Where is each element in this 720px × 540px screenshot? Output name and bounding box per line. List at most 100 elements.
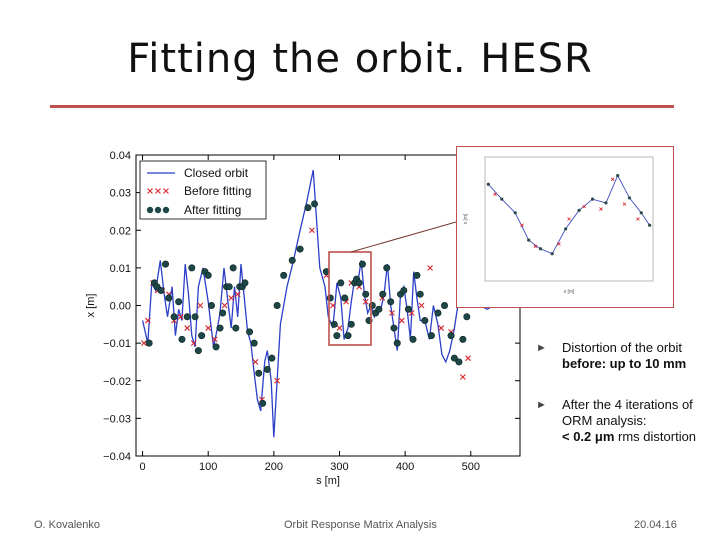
inset-dot-marker <box>513 211 517 215</box>
before-fitting-marker <box>190 340 197 347</box>
inset-dot-marker <box>550 252 554 256</box>
after-fitting-marker <box>409 335 417 343</box>
inset-dot-marker <box>648 223 652 227</box>
before-fitting-marker <box>330 302 336 309</box>
inset-x-marker <box>533 244 538 249</box>
y-tick-label: −0.01 <box>103 338 131 350</box>
bullet-2-text: After the 4 iterations of ORM analysis: <box>562 397 693 428</box>
legend-dot-swatch <box>146 206 154 214</box>
before-fitting-marker <box>309 227 315 234</box>
after-fitting-marker <box>463 313 471 321</box>
after-fitting-marker <box>434 309 442 317</box>
after-fitting-marker <box>455 358 463 366</box>
after-fitting-marker <box>246 328 254 336</box>
before-fitting-marker <box>362 298 369 305</box>
legend-dot-swatch <box>154 206 162 214</box>
x-axis-label: s [m] <box>316 475 340 487</box>
after-fitting-marker <box>390 324 398 332</box>
before-fitting-marker <box>234 291 241 298</box>
inset-dot-marker <box>616 174 620 178</box>
inset-dot-marker <box>604 201 608 205</box>
y-tick-label: −0.03 <box>103 413 131 425</box>
x-tick-label: 500 <box>462 461 480 473</box>
after-fitting-marker <box>198 332 206 340</box>
bullet-arrow-icon: ► <box>536 342 547 354</box>
after-fitting-marker <box>162 260 170 268</box>
after-fitting-marker <box>232 324 240 332</box>
after-fitting-marker <box>296 245 304 253</box>
highlight-box <box>328 251 372 346</box>
after-fitting-marker <box>383 264 391 272</box>
after-fitting-marker <box>427 332 435 340</box>
inset-dot-marker <box>486 182 490 186</box>
legend-x-swatch <box>163 188 169 194</box>
legend-label: Before fitting <box>184 184 251 198</box>
footer-author: O. Kovalenko <box>34 519 101 531</box>
after-fitting-marker <box>330 320 338 328</box>
bullet-1-bold: before: up to 10 mm <box>562 356 687 371</box>
after-fitting-marker <box>347 320 355 328</box>
after-fitting-marker <box>375 305 383 313</box>
footer-topic: Orbit Response Matrix Analysis <box>284 519 437 531</box>
slide-title: Fitting the orbit. HESR <box>127 36 593 82</box>
after-fitting-marker <box>268 354 276 362</box>
after-fitting-marker <box>450 354 458 362</box>
after-fitting-marker <box>229 264 237 272</box>
after-fitting-marker <box>355 279 363 287</box>
highlight-connector <box>350 221 457 253</box>
after-fitting-marker <box>194 347 202 355</box>
after-fitting-marker <box>288 256 296 264</box>
after-fitting-marker <box>219 309 227 317</box>
before-fitting-marker <box>184 325 191 331</box>
after-fitting-marker <box>191 313 199 321</box>
after-fitting-marker <box>311 200 319 208</box>
bullet-1-text: Distortion of the orbit <box>562 340 682 355</box>
y-tick-label: −0.04 <box>103 451 131 463</box>
after-fitting-marker <box>304 204 312 212</box>
after-fitting-marker <box>368 301 376 309</box>
inset-x-marker <box>599 207 603 211</box>
before-fitting-marker <box>211 336 218 343</box>
y-tick-label: −0.02 <box>103 376 131 388</box>
zoom-inset-chart: s [m] x [m] <box>456 146 674 308</box>
before-fitting-marker <box>144 317 151 324</box>
before-fitting-marker <box>205 325 212 331</box>
before-fitting-marker <box>197 302 204 309</box>
after-fitting-marker <box>337 279 345 287</box>
x-tick-label: 0 <box>140 461 146 473</box>
before-fitting-marker <box>252 359 259 365</box>
after-fitting-marker <box>413 271 421 279</box>
after-fitting-marker <box>379 290 387 298</box>
legend-label: After fitting <box>184 203 241 217</box>
inset-plot: s [m] x [m] <box>463 156 654 295</box>
title-divider <box>50 105 674 108</box>
after-fitting-marker <box>225 283 233 291</box>
y-tick-label: 0.02 <box>110 225 131 237</box>
legend-dot-swatch <box>162 206 170 214</box>
after-fitting-marker <box>459 335 467 343</box>
y-axis-label: x [m] <box>85 294 97 318</box>
footer-date: 20.04.16 <box>634 519 677 531</box>
after-fitting-marker <box>259 399 267 407</box>
after-fitting-marker <box>393 339 401 347</box>
after-fitting-marker <box>178 335 186 343</box>
y-tick-label: 0.04 <box>110 150 131 162</box>
inset-dot-marker <box>590 197 595 201</box>
inset-dot-marker <box>577 208 581 212</box>
before-fitting-marker <box>427 264 433 271</box>
bullet-arrow-icon: ► <box>536 399 547 411</box>
after-fitting-marker <box>416 290 424 298</box>
after-fitting-marker <box>358 260 366 268</box>
before-fitting-marker <box>465 355 472 362</box>
before-fitting-marker <box>140 340 147 347</box>
before-fitting-marker <box>274 377 281 384</box>
before-fitting-marker <box>398 317 405 324</box>
highlight-overlay <box>328 221 457 346</box>
inset-x-marker <box>520 223 524 227</box>
after-fitting-marker <box>170 313 178 321</box>
before-fitting-marker <box>460 374 466 380</box>
x-tick-label: 400 <box>396 461 414 473</box>
after-fitting-marker <box>344 332 352 340</box>
inset-x-marker <box>636 217 640 221</box>
after-fitting-marker <box>447 332 455 340</box>
